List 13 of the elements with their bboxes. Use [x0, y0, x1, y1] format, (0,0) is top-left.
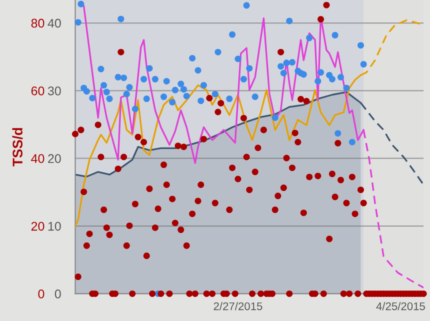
- y2-tick-label: 60: [31, 86, 44, 96]
- y2-tick-label: 0: [38, 290, 44, 298]
- y2-tick-label: 20: [31, 222, 44, 231]
- y-tick-label: 0: [54, 290, 61, 298]
- y-tick-label: 30: [48, 86, 61, 96]
- x-tick-label: 2/27/2015: [214, 302, 262, 310]
- y-tick-label: 40: [48, 18, 61, 28]
- y-tick-label: 20: [48, 154, 61, 164]
- y-tick-label: 10: [48, 222, 61, 231]
- y2-tick-label: 40: [31, 154, 44, 164]
- y2-axis-title: TSS/d: [12, 128, 23, 166]
- x-tick-label: 4/25/2015: [376, 302, 425, 310]
- y2-tick-label: 80: [31, 18, 44, 28]
